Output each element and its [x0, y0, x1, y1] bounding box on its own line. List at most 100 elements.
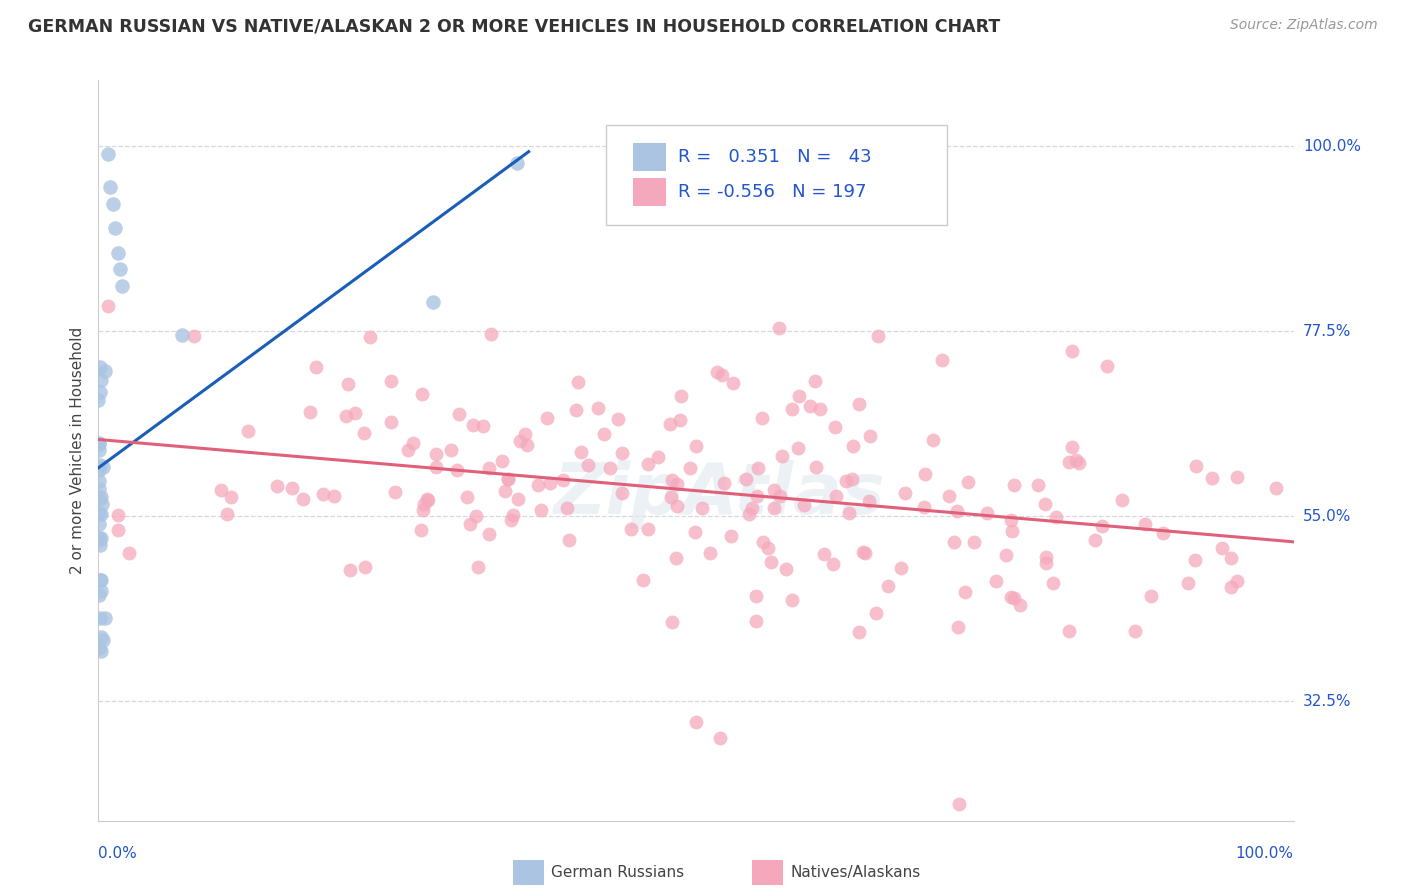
- Point: [759, 555, 782, 569]
- Point: [555, 500, 578, 515]
- Point: [1135, 517, 1157, 532]
- Point: [744, 590, 766, 604]
- Point: [1111, 493, 1133, 508]
- Point: [90, 508, 112, 522]
- Point: [479, 326, 502, 341]
- Point: [1059, 624, 1081, 638]
- Point: [1185, 458, 1208, 473]
- Point: [669, 388, 692, 402]
- Point: [530, 503, 553, 517]
- Point: [461, 418, 484, 433]
- Point: [281, 481, 304, 495]
- Point: [353, 425, 375, 440]
- Point: [631, 573, 654, 587]
- Point: [683, 524, 706, 539]
- Point: [335, 409, 357, 423]
- Point: [416, 491, 439, 506]
- Point: [637, 523, 659, 537]
- Point: [526, 477, 548, 491]
- Point: [89, 359, 111, 374]
- Point: [710, 368, 733, 382]
- Point: [848, 625, 870, 640]
- Point: [931, 353, 953, 368]
- Point: [852, 545, 875, 559]
- Point: [91, 497, 114, 511]
- Point: [87, 533, 110, 547]
- Point: [763, 500, 786, 515]
- Point: [576, 458, 599, 472]
- Point: [610, 486, 633, 500]
- Point: [471, 419, 494, 434]
- Point: [914, 467, 936, 481]
- Point: [666, 499, 689, 513]
- Point: [734, 472, 756, 486]
- Point: [516, 438, 538, 452]
- Point: [946, 619, 969, 633]
- Point: [610, 445, 633, 459]
- Point: [679, 461, 702, 475]
- Point: [509, 434, 531, 449]
- Point: [858, 493, 880, 508]
- Point: [219, 490, 242, 504]
- Point: [87, 392, 110, 407]
- Point: [87, 492, 110, 507]
- Point: [104, 221, 127, 235]
- Point: [963, 534, 986, 549]
- Text: GERMAN RUSSIAN VS NATIVE/ALASKAN 2 OR MORE VEHICLES IN HOUSEHOLD CORRELATION CHA: GERMAN RUSSIAN VS NATIVE/ALASKAN 2 OR MO…: [28, 18, 1001, 36]
- Point: [721, 376, 744, 390]
- Point: [699, 546, 721, 560]
- Point: [599, 460, 621, 475]
- Point: [666, 476, 689, 491]
- Text: 77.5%: 77.5%: [1303, 324, 1351, 339]
- Point: [478, 527, 501, 541]
- Point: [661, 615, 683, 629]
- Point: [323, 490, 346, 504]
- Point: [87, 436, 110, 450]
- Point: [813, 547, 835, 561]
- Point: [606, 412, 628, 426]
- Point: [756, 541, 779, 555]
- Point: [745, 489, 768, 503]
- Point: [1226, 574, 1249, 588]
- Point: [769, 489, 792, 503]
- Point: [90, 573, 112, 587]
- Point: [506, 155, 529, 169]
- Point: [89, 573, 111, 587]
- Point: [91, 632, 114, 647]
- Point: [411, 387, 433, 401]
- Point: [337, 377, 360, 392]
- Point: [786, 441, 808, 455]
- Point: [853, 546, 876, 560]
- Point: [690, 500, 713, 515]
- Point: [1091, 518, 1114, 533]
- Y-axis label: 2 or more Vehicles in Household: 2 or more Vehicles in Household: [69, 326, 84, 574]
- Point: [89, 458, 111, 472]
- Point: [87, 517, 110, 532]
- Point: [976, 506, 998, 520]
- Point: [380, 415, 402, 429]
- Point: [956, 475, 979, 490]
- Point: [834, 474, 856, 488]
- Point: [1002, 591, 1025, 606]
- Point: [422, 295, 444, 310]
- Point: [344, 406, 367, 420]
- Point: [458, 516, 481, 531]
- Point: [661, 473, 683, 487]
- Point: [339, 563, 361, 577]
- Text: 55.0%: 55.0%: [1303, 508, 1351, 524]
- Point: [396, 442, 419, 457]
- Point: [412, 497, 434, 511]
- Point: [1219, 580, 1241, 594]
- Point: [1002, 478, 1025, 492]
- Point: [87, 474, 110, 488]
- Point: [536, 411, 558, 425]
- Point: [567, 375, 589, 389]
- Text: 100.0%: 100.0%: [1303, 138, 1361, 153]
- Point: [1008, 598, 1031, 612]
- Point: [558, 533, 581, 547]
- Point: [953, 584, 976, 599]
- Point: [89, 611, 111, 625]
- Point: [494, 483, 516, 498]
- Point: [669, 413, 692, 427]
- Point: [780, 402, 803, 417]
